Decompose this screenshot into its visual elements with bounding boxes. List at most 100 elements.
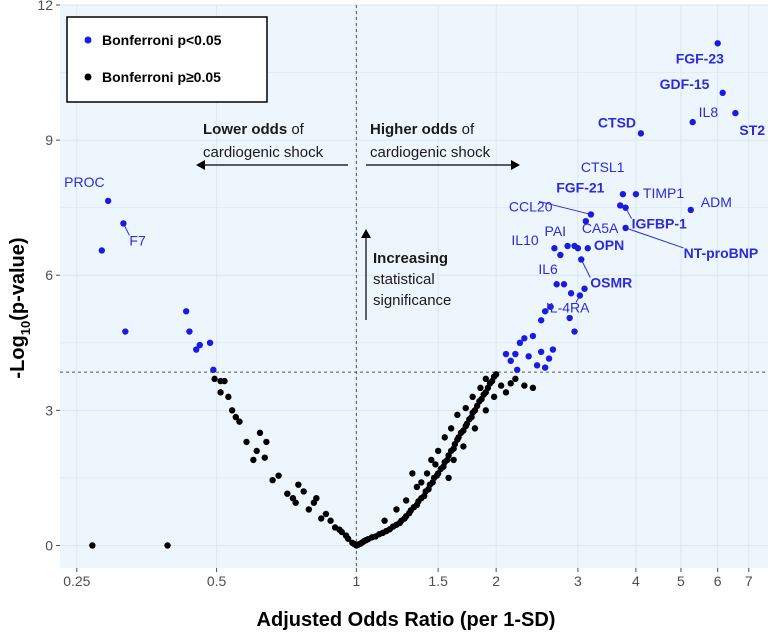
nonsignificant-point — [460, 443, 467, 450]
significant-point-adm — [687, 206, 694, 214]
x-tick-label: 1.5 — [428, 573, 448, 589]
label-f7: F7 — [129, 232, 146, 248]
x-axis-title: Adjusted Odds Ratio (per 1-SD) — [257, 609, 556, 631]
nonsignificant-point — [275, 472, 282, 479]
nonsignificant-point — [253, 447, 260, 455]
significant-point — [122, 328, 129, 335]
nonsignificant-point — [441, 434, 448, 441]
y-axis-ticks: 0 3 6 9 12 — [37, 0, 60, 553]
x-tick-label: 7 — [745, 573, 753, 589]
label-adm: ADM — [701, 194, 732, 210]
significant-point — [541, 364, 549, 371]
nonsignificant-point — [423, 470, 431, 477]
nonsignificant-point — [492, 371, 500, 378]
gridlines — [60, 4, 768, 568]
significant-point — [584, 245, 591, 252]
label-gdf-15: GDF-15 — [660, 76, 710, 92]
nonsignificant-point — [393, 506, 400, 513]
higher-odds-arrowhead — [511, 160, 520, 170]
lower-odds-text-line2: cardiogenic shock — [203, 144, 324, 161]
nonsignificant-point — [322, 510, 330, 518]
significant-point — [564, 242, 571, 250]
nonsignificant-point — [292, 499, 299, 506]
nonsignificant-point — [232, 413, 240, 421]
nonsignificant-point — [344, 535, 352, 542]
legend-nonsignificant-marker — [84, 73, 92, 81]
leader-ccl20 — [538, 200, 592, 215]
label-ccl20: CCL20 — [509, 198, 553, 214]
nonsignificant-point — [450, 456, 457, 464]
label-proc: PROC — [64, 174, 104, 190]
significant-point-ctsd — [637, 130, 645, 137]
significant-point-il10 — [551, 245, 558, 252]
legend: Bonferroni p<0.05 Bonferroni p≥0.05 — [66, 16, 268, 103]
x-tick-label: 4 — [632, 573, 640, 589]
significant-point — [521, 335, 528, 342]
significant-point — [186, 328, 193, 335]
significant-point-igfbp-1 — [622, 204, 629, 211]
significant-point-gdf-15 — [719, 89, 726, 97]
nonsignificant-point — [221, 377, 228, 385]
nonsignificant-point — [305, 506, 313, 513]
leader-osmr — [580, 259, 591, 278]
significant-point — [98, 247, 106, 254]
nonsignificant-point — [490, 393, 498, 401]
x-tick-label: 6 — [714, 573, 722, 589]
x-tick-label: 5 — [677, 573, 685, 589]
significant-point — [210, 366, 217, 374]
significant-point — [553, 281, 560, 288]
x-tick-label: 0.5 — [207, 573, 227, 589]
label-ctsd: CTSD — [598, 114, 636, 130]
nonsignificant-point — [211, 375, 218, 383]
legend-box — [66, 16, 268, 103]
nonsignificant-point — [243, 438, 250, 446]
significant-point-f7 — [120, 220, 127, 227]
nonsignificant-point — [418, 479, 425, 486]
nonsignificant-point — [413, 483, 421, 491]
nonsignificant-point — [469, 393, 476, 401]
significant-point — [560, 281, 568, 288]
nonsignificant-point — [256, 429, 264, 437]
legend-significant-marker — [84, 36, 92, 44]
x-tick-label: 3 — [574, 573, 582, 589]
increasing-text: Increasing — [373, 250, 448, 267]
significant-point — [533, 362, 541, 369]
significant-point — [537, 317, 545, 324]
significant-point — [545, 355, 553, 362]
nonsignificant-point — [381, 517, 388, 524]
nonsignificant-point — [284, 490, 291, 497]
label-opn: OPN — [594, 237, 624, 253]
higher-odds-text-line2: cardiogenic shock — [370, 144, 491, 161]
nonsignificant-point — [217, 389, 224, 396]
significant-point-opn — [574, 245, 582, 252]
significant-point-st2 — [732, 109, 739, 117]
label-igfbp-1: IGFBP-1 — [632, 216, 687, 232]
significant-point — [525, 353, 532, 360]
label-timp1: TIMP1 — [643, 185, 684, 201]
y-tick-label: 6 — [45, 267, 53, 283]
nonsignificant-point — [454, 411, 461, 419]
y-tick-label: 0 — [45, 537, 53, 553]
nonsignificant-point — [447, 425, 455, 432]
nonsignificant-point — [482, 407, 490, 414]
nonsignificant-point — [471, 425, 479, 432]
significant-point-fgf-23 — [714, 40, 721, 47]
nonsignificant-point — [250, 456, 257, 464]
x-axis-ticks: 0.25 0.5 1 1.5 2 3 4 5 6 7 — [63, 568, 753, 589]
label-nt-probnp: NT-proBNP — [684, 245, 759, 261]
nonsignificant-point — [269, 476, 276, 484]
nonsignificant-point — [295, 481, 302, 488]
higher-odds-text: Higher odds of — [370, 121, 475, 138]
significant-point — [182, 308, 190, 315]
significant-point — [507, 357, 514, 365]
nonsignificant-point — [263, 438, 270, 446]
significant-point-il6 — [557, 251, 564, 259]
nonsignificant-point — [477, 384, 484, 392]
label-il-4ra: IL-4RA — [546, 300, 590, 316]
significant-point — [196, 341, 203, 349]
significance-text: significance — [373, 292, 451, 309]
nonsignificant-point — [502, 389, 510, 396]
label-ctsl1: CTSL1 — [581, 159, 625, 175]
nonsignificant-point — [402, 497, 410, 504]
nonsignificant-point — [507, 380, 514, 387]
